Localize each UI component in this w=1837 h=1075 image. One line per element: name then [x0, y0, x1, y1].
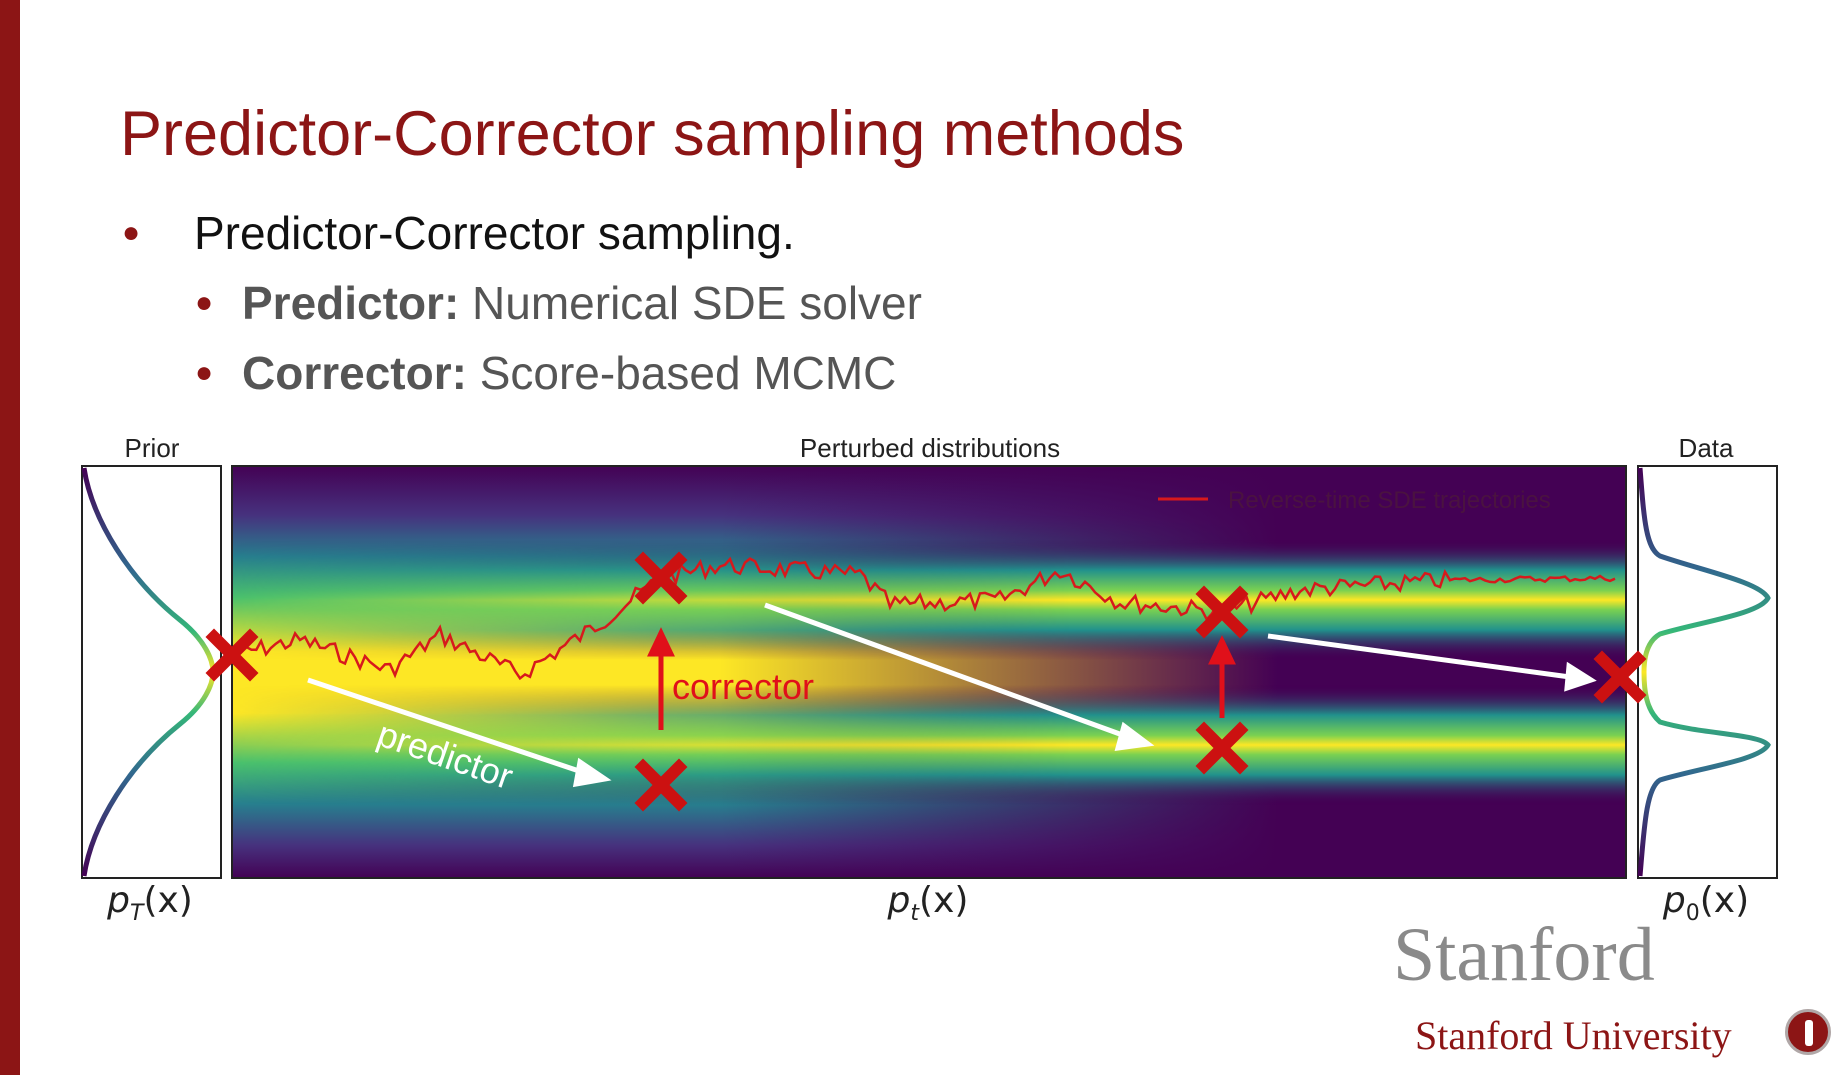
- perturbed-label: Perturbed distributions: [799, 433, 1061, 463]
- prior-panel: [81, 465, 222, 879]
- bullet-1-text: Predictor-Corrector sampling.: [194, 207, 795, 259]
- bullet-3-text: Score-based MCMC: [466, 347, 897, 399]
- corrector-arrows: [647, 627, 1236, 730]
- data-density-curve: [1637, 467, 1771, 877]
- x-marker-icon: [634, 551, 688, 605]
- stanford-seal-icon: [1785, 1009, 1831, 1055]
- x-marker-icon: [1593, 650, 1647, 704]
- x-marker-icon: [634, 758, 688, 812]
- bullet-2-text: Numerical SDE solver: [459, 277, 922, 329]
- legend-label: Reverse-time SDE trajectories: [1228, 487, 1551, 514]
- slide-title: Predictor-Corrector sampling methods: [120, 99, 1185, 169]
- bullet-dot: ●: [122, 216, 141, 249]
- x-marker-icon: [1195, 721, 1249, 775]
- prior-math-label: pT(x): [107, 880, 193, 927]
- data-panel: [1637, 465, 1778, 879]
- x-marker-icon: [1195, 585, 1249, 639]
- left-accent-bar: [0, 0, 20, 1075]
- data-label: Data: [1678, 433, 1734, 463]
- data-math-label: p0(x): [1662, 880, 1750, 927]
- stanford-university-wordmark: Stanford University: [1415, 1013, 1732, 1058]
- bullet-dot: ●: [195, 286, 214, 319]
- bullet-2-bold: Predictor:: [242, 277, 460, 329]
- stanford-logo: Stanford: [1393, 913, 1655, 997]
- prior-label: Prior: [124, 433, 180, 463]
- sample-markers: [205, 551, 1647, 812]
- bullet-3-bold: Corrector:: [242, 347, 467, 399]
- corrector-label: corrector: [672, 666, 814, 707]
- x-marker-icon: [205, 628, 259, 682]
- predictor-arrows: [307, 602, 1597, 788]
- perturbed-math-label: pt(x): [887, 880, 969, 927]
- reverse-sde-trajectory: [231, 556, 1616, 681]
- bullet-dot: ●: [195, 356, 214, 389]
- perturbed-heatmap: [232, 466, 1626, 878]
